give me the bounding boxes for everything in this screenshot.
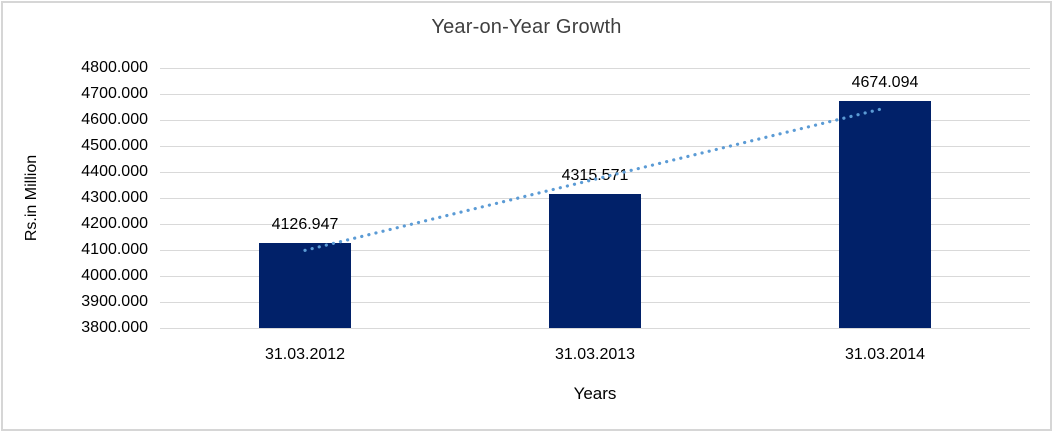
y-tick-label: 4000.000: [81, 267, 148, 284]
y-tick-label: 4400.000: [81, 163, 148, 180]
linear-trendline: [303, 106, 887, 252]
chart-title: Year-on-Year Growth: [431, 16, 622, 38]
bar-value-label: 4674.094: [851, 73, 919, 91]
y-tick-label: 4200.000: [81, 215, 148, 232]
y-gridline: [160, 119, 1030, 121]
y-gridline: [160, 171, 1030, 173]
y-tick-label: 4100.000: [81, 241, 148, 258]
y-gridline: [160, 327, 1030, 329]
y-tick-label: 3800.000: [81, 319, 148, 336]
bar: [259, 242, 351, 328]
bar: [839, 100, 931, 328]
y-gridline: [160, 67, 1030, 69]
y-tick-label: 4600.000: [81, 111, 148, 128]
y-tick-label: 4500.000: [81, 137, 148, 154]
y-tick-label: 4300.000: [81, 189, 148, 206]
y-gridline: [160, 93, 1030, 95]
x-tick-label: 31.03.2012: [264, 346, 346, 363]
y-gridline: [160, 145, 1030, 147]
bar: [549, 193, 641, 328]
x-axis-title: Years: [573, 384, 617, 403]
y-tick-label: 4800.000: [81, 59, 148, 76]
x-tick-label: 31.03.2013: [554, 346, 636, 363]
y-tick-label: 3900.000: [81, 293, 148, 310]
bar-value-label: 4126.947: [271, 215, 339, 233]
y-tick-label: 4700.000: [81, 85, 148, 102]
bar-value-label: 4315.571: [561, 166, 629, 184]
x-tick-label: 31.03.2014: [844, 346, 926, 363]
